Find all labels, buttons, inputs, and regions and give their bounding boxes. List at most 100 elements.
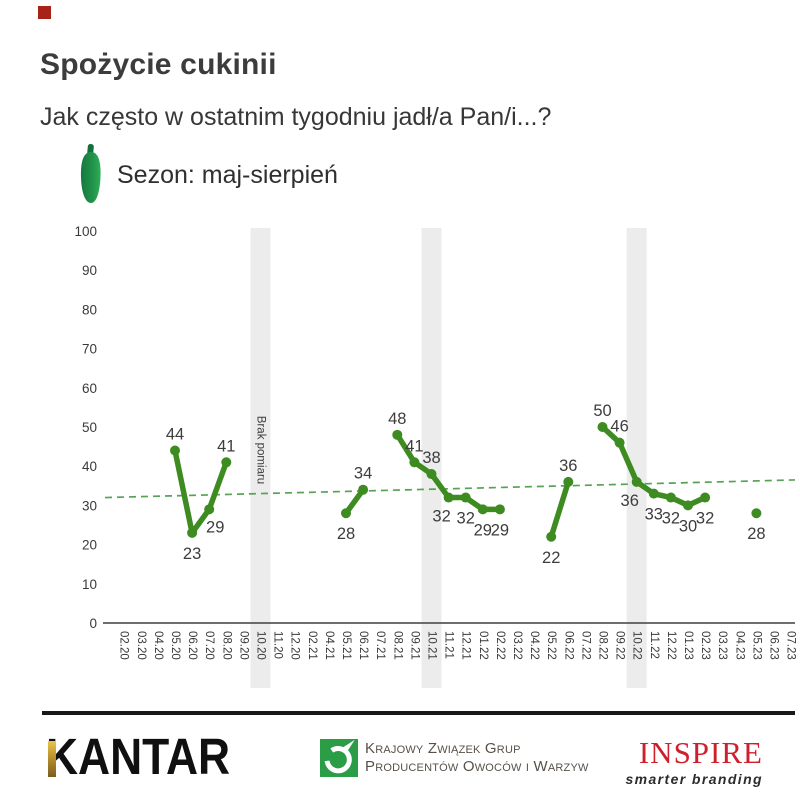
x-axis-tick-label: 03.22 bbox=[511, 631, 523, 660]
data-point bbox=[751, 508, 762, 519]
x-axis-tick-label: 10.22 bbox=[631, 631, 643, 660]
data-point-label: 41 bbox=[217, 437, 235, 455]
x-axis-tick-label: 05.20 bbox=[169, 631, 181, 660]
y-axis-tick-label: 30 bbox=[82, 498, 97, 513]
data-point bbox=[648, 488, 659, 499]
data-point bbox=[341, 508, 351, 519]
data-point-label: 32 bbox=[432, 508, 450, 526]
data-point-label: 23 bbox=[183, 545, 201, 563]
data-point bbox=[631, 476, 642, 487]
kzg-logo-icon bbox=[320, 739, 358, 777]
x-axis-tick-label: 04.21 bbox=[323, 631, 335, 660]
data-point-label: 50 bbox=[593, 402, 611, 420]
x-axis-tick-label: 12.21 bbox=[460, 631, 472, 660]
data-point bbox=[563, 476, 574, 487]
kantar-wordmark: KANTAR bbox=[46, 728, 231, 785]
y-axis-tick-label: 100 bbox=[74, 224, 97, 239]
data-point-label: 46 bbox=[610, 418, 628, 436]
x-axis-tick-label: 04.23 bbox=[733, 631, 745, 660]
data-point-label: 48 bbox=[388, 410, 406, 428]
kzg-line1: Krajowy Związek Grup bbox=[365, 740, 521, 757]
x-axis-tick-label: 12.20 bbox=[289, 631, 301, 660]
inspire-tagline: smarter branding bbox=[625, 771, 763, 787]
y-axis-tick-label: 80 bbox=[82, 302, 97, 317]
y-axis-tick-label: 20 bbox=[82, 538, 97, 553]
data-point bbox=[187, 527, 198, 538]
y-axis-tick-label: 90 bbox=[82, 263, 97, 278]
data-point bbox=[477, 504, 488, 515]
data-point-label: 32 bbox=[696, 510, 714, 528]
kantar-logo: KANTAR bbox=[46, 728, 246, 785]
x-axis-tick-label: 08.21 bbox=[391, 631, 403, 660]
y-axis-tick-label: 70 bbox=[82, 342, 97, 357]
data-point-label: 22 bbox=[542, 549, 560, 567]
x-axis-tick-label: 10.21 bbox=[426, 631, 438, 660]
data-point-label: 29 bbox=[474, 521, 492, 539]
y-axis-tick-label: 10 bbox=[82, 577, 97, 592]
x-axis-tick-label: 05.21 bbox=[340, 631, 352, 660]
no-data-band-label: Brak pomiaru bbox=[255, 416, 267, 484]
x-axis-tick-label: 11.22 bbox=[648, 631, 660, 659]
data-point bbox=[614, 437, 625, 448]
data-point-label: 44 bbox=[166, 426, 184, 444]
data-point-label: 36 bbox=[621, 492, 639, 510]
data-point bbox=[358, 484, 369, 495]
kzg-logo-text: Krajowy Związek Grup Producentów Owoców … bbox=[365, 740, 589, 776]
kzg-line2: Producentów Owoców i Warzyw bbox=[365, 758, 589, 775]
red-marker bbox=[38, 6, 51, 19]
data-point bbox=[494, 504, 505, 515]
data-point-label: 32 bbox=[662, 510, 680, 528]
x-axis-tick-label: 12.22 bbox=[665, 631, 677, 660]
footer-divider bbox=[42, 711, 795, 715]
data-point-label: 41 bbox=[405, 437, 423, 455]
data-point bbox=[204, 504, 215, 515]
data-point-label: 28 bbox=[747, 525, 765, 543]
x-axis-tick-label: 09.21 bbox=[408, 631, 420, 660]
series-line bbox=[172, 447, 230, 536]
x-axis-tick-label: 06.20 bbox=[186, 631, 198, 660]
x-axis-tick-label: 06.22 bbox=[562, 631, 574, 660]
x-axis-tick-label: 06.21 bbox=[357, 631, 369, 660]
x-axis-tick-label: 02.23 bbox=[699, 631, 711, 660]
x-axis-tick-label: 07.20 bbox=[203, 631, 215, 660]
chart-legend: Sezon: maj-sierpień bbox=[76, 143, 338, 207]
no-data-band bbox=[626, 228, 647, 688]
data-point bbox=[597, 422, 608, 432]
x-axis-tick-label: 04.22 bbox=[528, 631, 540, 660]
x-axis-tick-label: 10.20 bbox=[255, 631, 267, 660]
y-axis-tick-label: 50 bbox=[82, 420, 97, 435]
legend-label: Sezon: maj-sierpień bbox=[117, 160, 338, 189]
x-axis-tick-label: 09.20 bbox=[237, 631, 249, 660]
x-axis-tick-label: 05.23 bbox=[750, 631, 762, 660]
kzg-logo-block: Krajowy Związek Grup Producentów Owoców … bbox=[320, 739, 589, 777]
y-axis-tick-label: 40 bbox=[82, 459, 97, 474]
inspire-wordmark: INSPIRE bbox=[638, 735, 763, 770]
data-point bbox=[443, 492, 454, 503]
x-axis-tick-label: 01.22 bbox=[477, 631, 489, 660]
x-axis-tick-label: 02.21 bbox=[306, 631, 318, 660]
x-axis-tick-label: 06.23 bbox=[768, 631, 780, 660]
zucchini-icon bbox=[80, 144, 101, 203]
x-axis-tick-label: 08.22 bbox=[597, 631, 609, 660]
x-axis-tick-label: 02.20 bbox=[118, 631, 130, 660]
x-axis-tick-label: 07.23 bbox=[785, 631, 797, 660]
x-axis-tick-label: 03.20 bbox=[135, 631, 147, 660]
data-point bbox=[683, 500, 693, 511]
data-point-label: 28 bbox=[337, 525, 355, 543]
x-axis-tick-label: 04.20 bbox=[152, 631, 164, 660]
x-axis-tick-label: 05.22 bbox=[545, 631, 557, 660]
series-line bbox=[548, 479, 572, 540]
no-data-band bbox=[250, 228, 271, 688]
data-point bbox=[546, 531, 557, 542]
x-axis-tick-label: 09.22 bbox=[614, 631, 626, 660]
data-point bbox=[392, 429, 403, 440]
kantar-gold-bar bbox=[48, 741, 56, 777]
data-point-label: 34 bbox=[354, 465, 372, 483]
data-point-label: 29 bbox=[206, 518, 224, 536]
data-point bbox=[426, 469, 437, 480]
x-axis-tick-label: 08.20 bbox=[220, 631, 232, 660]
x-axis-tick-label: 01.23 bbox=[682, 631, 694, 660]
survey-question: Jak często w ostatnim tygodniu jadł/a Pa… bbox=[40, 103, 552, 131]
x-axis-tick-label: 11.21 bbox=[443, 631, 455, 659]
